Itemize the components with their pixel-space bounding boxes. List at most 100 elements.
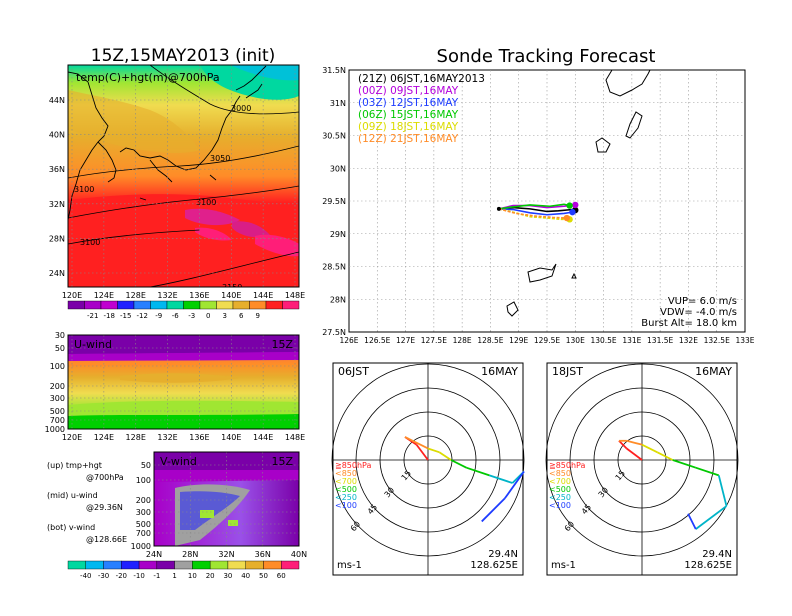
lat-tick-label: 29.5N	[322, 197, 346, 206]
map-grid	[68, 65, 299, 287]
colorbar-label: -30	[98, 572, 109, 580]
hodo-segment	[626, 447, 643, 461]
pressure-tick-label: 300	[136, 508, 151, 517]
colorbar-swatch	[67, 300, 85, 310]
note-line: @700hPa	[86, 473, 124, 482]
colorbar-swatch	[133, 300, 151, 310]
pressure-tick-label: 200	[136, 496, 151, 505]
hodo-segment	[466, 466, 490, 477]
track-param: VDW= -4.0 m/s	[660, 307, 737, 318]
hodo-level-label: <250	[549, 493, 571, 502]
v-wind-frame	[153, 451, 300, 547]
hodo-level-label: <250	[335, 493, 357, 502]
lat-tick-label: 36N	[255, 550, 271, 559]
hodo-lon: 128.625E	[684, 560, 732, 571]
hodo-segment	[481, 497, 506, 523]
v-wind-title: V-wind	[160, 455, 197, 468]
lon-tick-label: 129E	[509, 336, 528, 345]
hodo-segment	[439, 451, 452, 461]
colorbar-label: 60	[277, 572, 286, 580]
lon-tick-label: 132E	[157, 433, 177, 442]
u-wind-title: U-wind	[74, 338, 112, 351]
pressure-tick-label: 1000	[45, 425, 65, 434]
colorbar-swatch	[265, 300, 283, 310]
hodo-date: 16MAY	[481, 365, 518, 378]
hodo-segment	[618, 440, 628, 450]
lat-tick-label: 40N	[291, 550, 307, 559]
colorbar-label: 10	[188, 572, 197, 580]
lon-tick-label: 144E	[253, 433, 273, 442]
hodo-segment	[656, 451, 674, 461]
pressure-tick-label: 30	[55, 331, 65, 340]
hodo-segment	[695, 505, 728, 530]
u-wind-time: 15Z	[271, 338, 293, 351]
hodo-segment	[427, 447, 440, 454]
colorbar-swatch	[199, 300, 217, 310]
colorbar-swatch	[85, 560, 104, 570]
colorbar-swatch	[121, 560, 140, 570]
note-line: @128.66E	[86, 535, 127, 544]
hodo-level-label: ≧850hPa	[549, 461, 586, 470]
colorbar-label: 40	[241, 572, 250, 580]
colorbar-swatch	[183, 300, 201, 310]
hodo-unit: ms-1	[337, 560, 362, 571]
colorbar-label: 0	[206, 312, 210, 320]
coastline	[68, 65, 267, 221]
lon-tick-label: 132E	[157, 291, 177, 300]
track-line	[498, 203, 570, 210]
track-legend-entry: (06Z) 15JST,16MAY	[358, 109, 459, 121]
colorbar-label: 3	[223, 312, 227, 320]
lon-tick-label: 128E	[453, 336, 472, 345]
colorbar-swatch	[227, 560, 246, 570]
colorbar-swatch	[174, 560, 193, 570]
lon-tick-label: 136E	[189, 291, 209, 300]
pressure-tick-label: 300	[50, 394, 65, 403]
track-endpoint	[566, 202, 573, 209]
hodo-lat: 29.4N	[702, 549, 732, 560]
colorbar-label: 1	[172, 572, 176, 580]
map-lat-ticks: 44N 40N 36N 32N 28N 24N	[49, 96, 65, 278]
colorbar-swatch	[249, 300, 267, 310]
colorbar-swatch	[216, 300, 234, 310]
pressure-tick-label: 500	[50, 407, 65, 416]
colorbar-label: -40	[80, 572, 91, 580]
lon-tick-label: 129.5E	[534, 336, 560, 345]
colorbar-swatch	[245, 560, 264, 570]
track-legend-entry: (09Z) 18JST,16MAY	[358, 121, 459, 133]
hodo-segment	[641, 443, 658, 454]
lat-tick-label: 31.5N	[322, 66, 346, 75]
lon-tick-label: 124E	[94, 433, 114, 442]
pressure-tick-label: 700	[136, 529, 151, 538]
lon-tick-label: 144E	[253, 291, 273, 300]
lat-tick-label: 32N	[218, 550, 234, 559]
note-line: @29.36N	[86, 503, 123, 512]
lon-tick-label: 133E	[735, 336, 754, 345]
lat-tick-label: 28N	[49, 234, 65, 243]
colorbar-swatch	[103, 560, 122, 570]
note-line: (mid) u-wind	[47, 491, 98, 500]
track-line	[498, 204, 576, 210]
temp-colorbar: -21 -18 -15 -12 -9 -6 -3 0 3 6 9	[67, 300, 300, 320]
v-wind-time: 15Z	[271, 455, 293, 468]
contour-label: 3050	[210, 154, 230, 163]
colorbar-swatch	[84, 300, 102, 310]
hodo-unit: ms-1	[551, 560, 576, 571]
lat-tick-label: 29N	[330, 230, 346, 239]
track-line	[498, 208, 573, 216]
pressure-tick-label: 1000	[131, 542, 151, 551]
colorbar-label: -21	[87, 312, 98, 320]
hodo-lat: 29.4N	[488, 549, 518, 560]
colorbar-label: -1	[153, 572, 160, 580]
hodo-level-label: <700	[335, 477, 357, 486]
hodo-segment	[687, 513, 697, 530]
track-endpoint	[572, 201, 579, 209]
lon-tick-label: 130.5E	[590, 336, 616, 345]
pressure-tick-label: 100	[50, 362, 65, 371]
hodo-segment	[489, 474, 513, 484]
lon-tick-label: 127.5E	[421, 336, 447, 345]
map-frame	[67, 64, 300, 288]
